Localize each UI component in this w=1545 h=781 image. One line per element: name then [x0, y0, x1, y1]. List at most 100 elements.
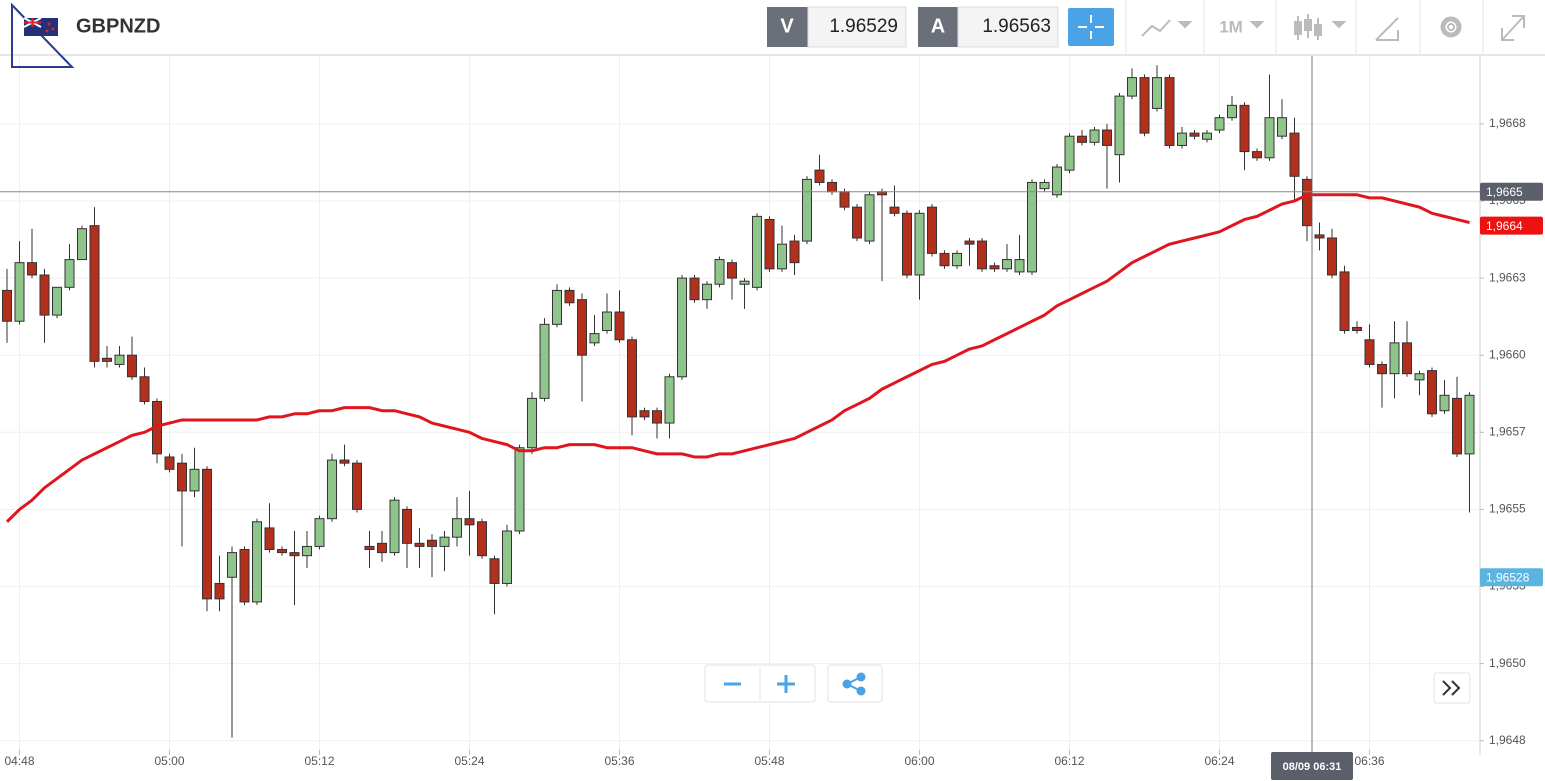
candle-body	[1189, 132, 1200, 137]
candle-body	[1277, 117, 1287, 137]
x-tick-label: 06:00	[904, 754, 934, 768]
candle-body	[1227, 104, 1237, 119]
ask-price: 1.96563	[982, 16, 1051, 37]
candle-body	[1239, 104, 1250, 153]
candle-body	[602, 311, 612, 332]
candle-body	[1452, 397, 1462, 455]
candle-body	[1389, 342, 1400, 375]
bid-button[interactable]	[767, 7, 808, 47]
candle-body	[377, 542, 387, 554]
x-tick-label: 05:36	[604, 754, 634, 768]
candle-body	[577, 299, 587, 356]
candle-body	[527, 397, 537, 449]
candle-body	[414, 542, 425, 547]
scroll-end-button[interactable]	[1433, 672, 1471, 704]
candle-body	[102, 357, 112, 362]
candle-body	[477, 521, 487, 557]
x-tick-label: 05:24	[454, 754, 484, 768]
candle-body	[1002, 259, 1012, 270]
candle-body	[114, 354, 125, 365]
candle-body	[214, 582, 225, 600]
candle-body	[1064, 135, 1075, 171]
ask-button[interactable]	[918, 7, 958, 47]
symbol: GBPNZD	[76, 15, 160, 37]
candle-body	[2, 289, 12, 322]
candle-body	[627, 339, 637, 418]
candle-body	[314, 518, 325, 547]
candle-body	[489, 558, 500, 584]
share-button[interactable]	[827, 664, 883, 703]
candle-body	[1177, 132, 1187, 146]
price-label-box	[1480, 216, 1543, 235]
candle-body	[1114, 95, 1125, 156]
zoom-in-button[interactable]	[777, 675, 795, 693]
candle-body	[964, 240, 975, 245]
candle-body	[389, 499, 400, 554]
candle-body	[977, 240, 987, 270]
y-tick-label: 1,9668	[1489, 116, 1526, 130]
x-tick-label: 05:00	[154, 754, 184, 768]
price-label-box	[1480, 182, 1543, 201]
x-tick-label: 04:48	[4, 754, 34, 768]
candle-body	[1427, 370, 1437, 415]
candle-body	[1127, 77, 1137, 97]
candle-body	[714, 259, 725, 285]
toolbar-separators	[1125, 0, 1484, 55]
candle-body	[1302, 178, 1312, 227]
crosshair-button[interactable]	[1068, 8, 1114, 46]
candle-body	[989, 265, 1000, 270]
x-tick-label: 06:12	[1054, 754, 1084, 768]
candle-body	[1364, 339, 1375, 365]
candle-body	[1077, 135, 1087, 143]
candle-body	[27, 262, 37, 276]
candle-body	[77, 228, 87, 261]
price-label: 1,9665	[1486, 185, 1523, 199]
candle-body	[514, 447, 525, 532]
candle-body	[639, 410, 650, 418]
candle-body	[427, 539, 437, 547]
candle-body	[727, 262, 737, 279]
ask-box	[957, 6, 1059, 48]
candle-body	[1314, 234, 1325, 239]
candle-body	[552, 289, 562, 325]
candle-body	[1089, 129, 1100, 143]
ask-label: A	[931, 15, 945, 37]
candle-body	[614, 311, 625, 341]
y-tick-label: 1,9660	[1489, 347, 1526, 361]
candle-body	[852, 206, 862, 239]
price-label: 1,9664	[1486, 219, 1523, 233]
candle-body	[777, 243, 787, 270]
y-tick-label: 1,9648	[1489, 733, 1526, 747]
candle-body	[952, 252, 962, 267]
candle-body	[202, 468, 212, 600]
candle-body	[864, 194, 875, 242]
candle-body	[327, 459, 337, 520]
candle-body	[889, 206, 900, 214]
moving-average	[5, 193, 1470, 523]
candle-body	[452, 518, 462, 538]
candle-body	[1439, 394, 1450, 412]
candle-body	[227, 552, 237, 578]
candle-body	[739, 280, 750, 285]
candle-body	[502, 530, 512, 584]
candle-body	[664, 376, 675, 424]
toolbar-icons	[1141, 14, 1525, 41]
candle-body	[277, 549, 287, 554]
candle-body	[789, 240, 800, 264]
candle-body	[1377, 363, 1387, 375]
candle-body	[52, 286, 62, 316]
price-label-box	[1480, 568, 1543, 587]
x-tick-label: 06:36	[1354, 754, 1384, 768]
candle-body	[1264, 117, 1275, 159]
candle-body	[252, 521, 262, 603]
y-tick-label: 1,9655	[1489, 502, 1526, 516]
candle-body	[164, 456, 175, 470]
timeframe[interactable]: 1M	[1219, 17, 1243, 36]
candle-body	[939, 252, 950, 267]
candle-body	[1052, 166, 1062, 196]
y-tick-label: 1,9663	[1489, 270, 1526, 284]
x-tick-label: 05:12	[304, 754, 334, 768]
bid-price: 1.96529	[829, 16, 898, 37]
